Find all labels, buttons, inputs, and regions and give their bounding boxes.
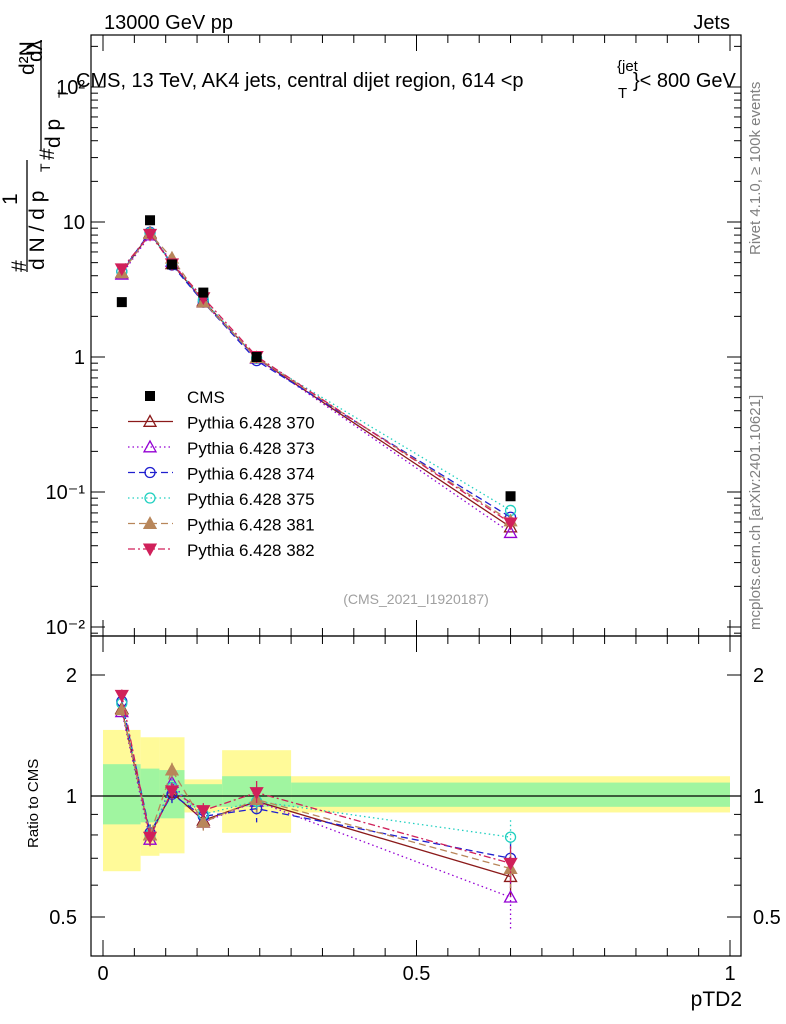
cms-data-point: [145, 215, 156, 226]
uncertainty-band-inner: [291, 782, 730, 807]
title-main-text: CMS, 13 TeV, AK4 jets, central dijet reg…: [76, 70, 524, 92]
legend-marker-cms: [145, 391, 155, 401]
ratio-point-c382: [503, 857, 518, 871]
x-axis-label: pTD2: [691, 988, 742, 1011]
main-series-line-c382: [121, 233, 511, 524]
analysis-watermark: (CMS_2021_I1920187): [343, 591, 489, 607]
ratio-series-line-c373: [121, 711, 511, 898]
ylabel-dpt: d p: [42, 119, 65, 148]
legend-marker-c381: [142, 516, 158, 529]
legend-marker-c373: [142, 439, 158, 453]
legend-marker-c382: [142, 543, 158, 557]
ratio-point-c382: [249, 787, 264, 800]
title-superscript: {jet: [617, 58, 639, 75]
cms-data-point: [251, 352, 262, 362]
ratio-y-tick-label-right: 1: [753, 786, 764, 808]
uncertainty-band-inner: [103, 764, 141, 825]
main-y-tick-label: 10⁻²: [46, 617, 86, 639]
x-tick-label: 0: [97, 963, 108, 985]
ratio-point-c373: [503, 889, 518, 903]
ratio-point-c382: [114, 689, 129, 703]
main-point-c382: [142, 228, 158, 242]
title-subscript: T: [618, 85, 627, 102]
main-point-c382: [503, 517, 518, 531]
main-series-line-c374: [121, 231, 511, 518]
main-series-line-c381: [121, 232, 511, 522]
x-tick-label: 0.5: [403, 963, 431, 985]
ratio-y-tick-label-right: 2: [753, 665, 764, 687]
rivet-version-label: Rivet 4.1.0, ≥ 100k events: [747, 82, 764, 255]
ylabel-hash-1: #: [8, 260, 31, 272]
main-y-tick-label: 10⁻¹: [46, 482, 86, 504]
main-series-line-c373: [121, 234, 511, 534]
cms-data-point: [505, 491, 516, 502]
legend-marker-c370: [142, 414, 158, 427]
ratio-series-line-c374: [121, 701, 511, 859]
legend-marker-c374: [144, 466, 156, 479]
cms-data-point: [166, 259, 177, 270]
chart-title: CMS, 13 TeV, AK4 jets, central dijet reg…: [76, 58, 737, 102]
legend: CMS Pythia 6.428 370 Pythia 6.428 373 Pythi…: [128, 388, 315, 560]
legend-label-c374: Pythia 6.428 374: [187, 465, 315, 484]
ratio-y-tick-label: 0.5: [49, 907, 77, 929]
ratio-panel: 0.5 0.5 1 1 2 2 0 0.5 1: [49, 635, 781, 985]
ratio-series-line-c382: [121, 695, 511, 864]
legend-label-c381: Pythia 6.428 381: [187, 516, 315, 535]
title-tail: }< 800 GeV: [633, 70, 737, 92]
ratio-point-c381: [164, 762, 180, 776]
header-right-label: Jets: [693, 12, 730, 34]
ratio-point-c382: [142, 831, 158, 845]
ratio-y-tick-label-right: 0.5: [753, 907, 781, 929]
ylabel-hash-2: #: [36, 148, 59, 160]
legend-marker-c375: [144, 492, 156, 504]
main-y-tick-label: 1: [74, 347, 85, 369]
legend-label-c370: Pythia 6.428 370: [187, 414, 315, 433]
legend-label-cms: CMS: [187, 388, 225, 407]
ratio-y-tick-label: 1: [66, 786, 77, 808]
ylabel-d2n: d²N: [16, 41, 39, 75]
main-point-c373: [503, 525, 518, 539]
legend-label-c375: Pythia 6.428 375: [187, 490, 315, 509]
x-tick-label: 1: [724, 963, 735, 985]
ratio-point-c381: [196, 814, 211, 828]
ylabel-one: 1: [0, 193, 22, 205]
ratio-point-c382: [196, 805, 211, 818]
ratio-y-axis-label: Ratio to CMS: [25, 759, 42, 848]
cms-data-point: [116, 297, 127, 308]
legend-label-c382: Pythia 6.428 382: [187, 541, 315, 560]
mcplots-label: mcplots.cern.ch [arXiv:2401.10621]: [747, 395, 764, 630]
main-y-tick-label: 10²: [56, 77, 85, 99]
ylabel-dn-dpt: d N / d p: [26, 191, 49, 270]
ratio-point-c382: [164, 785, 180, 799]
ylabel-t-sub-2: T: [55, 89, 71, 98]
main-y-tick-label: 10: [63, 212, 85, 234]
cms-data-point: [198, 287, 209, 298]
main-y-axis-label: # 1 d N / d p T # d²N d p T dλ: [0, 39, 71, 272]
legend-label-c373: Pythia 6.428 373: [187, 439, 315, 458]
ratio-point-c375: [504, 831, 517, 843]
ylabel-dlambda: dλ: [24, 39, 47, 62]
main-point-c382: [114, 263, 129, 277]
header-left-label: 13000 GeV pp: [104, 12, 233, 34]
main-panel: 10⁻² 10⁻¹ 1 10 10²: [46, 34, 742, 639]
ylabel-t-sub-1: T: [37, 163, 53, 172]
ratio-y-tick-label: 2: [66, 665, 77, 687]
